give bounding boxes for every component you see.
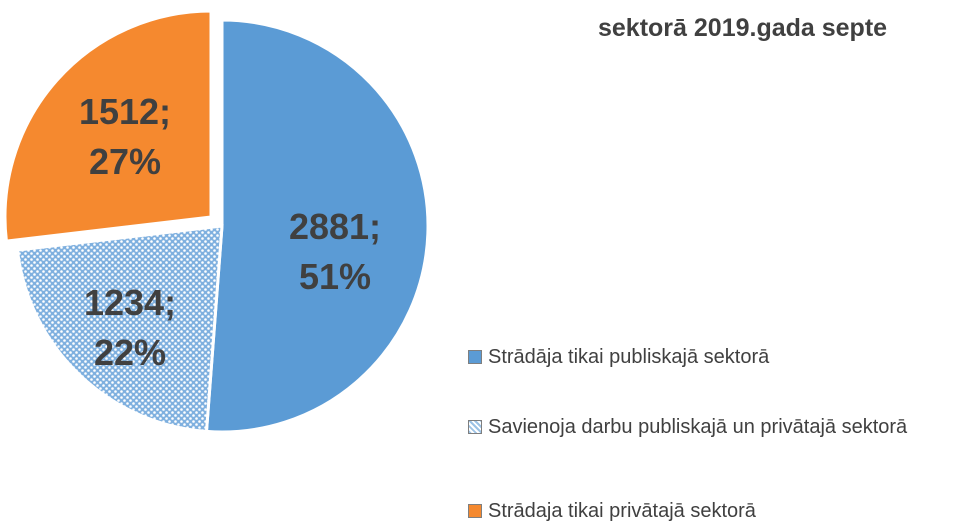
data-label: 2881; 51%: [288, 206, 382, 297]
pie-slice: [3, 9, 213, 243]
pie-slice: [15, 224, 224, 434]
legend-label: Savienoja darbu publiskajā un privātajā …: [488, 416, 908, 438]
legend-label: Strādāja tikai publiskajā sektorā: [488, 346, 770, 368]
legend-swatch: [468, 504, 482, 518]
data-label: 1234; 22%: [83, 282, 177, 373]
legend-label: Strādaja tikai privātajā sektorā: [488, 500, 756, 522]
legend-swatch: [468, 420, 482, 434]
legend-swatch: [468, 350, 482, 364]
chart-title: sektorā 2019.gada septe: [598, 14, 888, 42]
pie-slice: [204, 18, 430, 434]
legend-entry: Strādāja tikai publiskajā sektorā: [468, 338, 960, 376]
legend-entry: Strādaja tikai privātajā sektorā: [468, 492, 960, 530]
data-label: 1512; 27%: [78, 91, 172, 182]
legend-entry: Savienoja darbu publiskajā un privātajā …: [468, 408, 960, 446]
